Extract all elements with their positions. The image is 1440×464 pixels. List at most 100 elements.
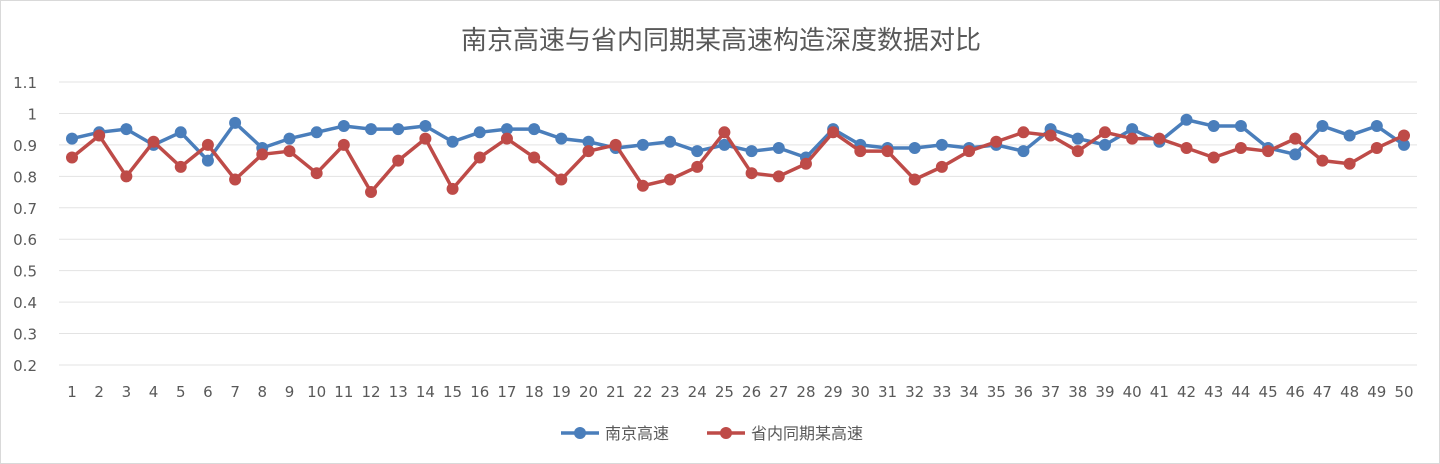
data-point [827, 126, 840, 139]
x-tick-label: 13 [389, 383, 408, 401]
data-point [1044, 129, 1057, 142]
x-tick-label: 39 [1095, 383, 1114, 401]
series-line [70, 130, 1405, 194]
data-point [337, 138, 350, 151]
data-point [1234, 120, 1247, 133]
x-tick-label: 44 [1231, 383, 1250, 401]
y-tick-label: 0.6 [13, 231, 37, 249]
data-point [528, 151, 541, 164]
data-point [174, 160, 187, 173]
data-point [772, 170, 785, 183]
x-tick-label: 47 [1313, 383, 1332, 401]
y-tick-label: 0.3 [13, 326, 37, 344]
x-tick-label: 24 [688, 383, 707, 401]
data-point [310, 167, 323, 180]
data-point [582, 135, 595, 148]
data-point [419, 120, 432, 133]
data-point [963, 145, 976, 158]
y-tick-label: 0.4 [13, 294, 37, 312]
y-tick-label: 0.9 [13, 137, 37, 155]
data-point [392, 123, 405, 136]
x-tick-label: 14 [416, 383, 435, 401]
x-tick-label: 11 [334, 383, 353, 401]
data-point [473, 151, 486, 164]
data-point [1098, 138, 1111, 151]
data-point [337, 120, 350, 133]
data-point [283, 132, 296, 145]
x-tick-label: 20 [579, 383, 598, 401]
data-point [990, 135, 1003, 148]
gridlines [59, 81, 1417, 366]
y-axis-ticks: 0.2 0.3 0.4 0.5 0.6 0.7 0.8 0.9 1 1.1 [13, 74, 37, 375]
y-tick-label: 0.2 [13, 357, 37, 375]
data-point [310, 126, 323, 139]
data-point [935, 160, 948, 173]
data-point [582, 145, 595, 158]
data-point [1262, 145, 1275, 158]
x-tick-label: 5 [176, 383, 186, 401]
data-point [500, 132, 513, 145]
y-tick-label: 0.8 [13, 168, 37, 186]
data-point [1126, 123, 1139, 136]
data-point [908, 142, 921, 155]
data-point [446, 135, 459, 148]
x-tick-label: 17 [497, 383, 516, 401]
x-tick-label: 2 [94, 383, 104, 401]
data-point [201, 138, 214, 151]
legend-label: 省内同期某高速 [751, 424, 863, 443]
data-point [229, 116, 242, 129]
chart-title: 南京高速与省内同期某高速构造深度数据对比 [461, 26, 981, 56]
y-tick-label: 1.1 [13, 74, 37, 92]
data-point [66, 132, 78, 145]
data-point [718, 138, 731, 151]
legend-item: 省内同期某高速 [707, 424, 863, 443]
x-tick-label: 37 [1041, 383, 1060, 401]
data-point [555, 173, 568, 186]
data-point [772, 142, 785, 155]
legend: 南京高速 省内同期某高速 [561, 424, 863, 443]
data-point [1316, 120, 1329, 133]
data-point [1289, 132, 1302, 145]
x-tick-label: 33 [932, 383, 951, 401]
data-point [147, 135, 160, 148]
x-tick-label: 8 [258, 383, 268, 401]
series-1 [66, 113, 1410, 167]
x-tick-label: 15 [443, 383, 462, 401]
data-point [1289, 148, 1302, 161]
data-point [609, 138, 622, 151]
x-tick-label: 22 [633, 383, 652, 401]
x-tick-label: 46 [1286, 383, 1305, 401]
data-point [1234, 142, 1247, 155]
data-point [1180, 142, 1193, 155]
data-point [1153, 132, 1166, 145]
x-tick-label: 19 [552, 383, 571, 401]
series-2 [66, 126, 1410, 199]
data-point [881, 145, 894, 158]
x-tick-label: 29 [824, 383, 843, 401]
x-tick-label: 38 [1068, 383, 1087, 401]
x-tick-label: 21 [606, 383, 625, 401]
data-point [908, 173, 921, 186]
x-tick-label: 50 [1394, 383, 1413, 401]
data-point [664, 135, 677, 148]
data-point [1316, 154, 1329, 167]
x-tick-label: 35 [987, 383, 1006, 401]
data-point [745, 167, 758, 180]
data-point [256, 148, 269, 161]
legend-item: 南京高速 [561, 424, 669, 443]
data-point [1180, 113, 1193, 126]
data-point [854, 145, 867, 158]
y-tick-label: 0.5 [13, 263, 37, 281]
x-tick-label: 34 [960, 383, 979, 401]
data-point [365, 123, 378, 136]
data-point [1017, 145, 1030, 158]
data-point [664, 173, 677, 186]
legend-label: 南京高速 [605, 424, 669, 443]
data-point [1207, 151, 1220, 164]
data-point [1017, 126, 1030, 139]
data-point [1398, 138, 1410, 151]
data-point [636, 138, 649, 151]
x-tick-label: 12 [361, 383, 380, 401]
data-point [120, 123, 133, 136]
data-point [1343, 157, 1356, 170]
